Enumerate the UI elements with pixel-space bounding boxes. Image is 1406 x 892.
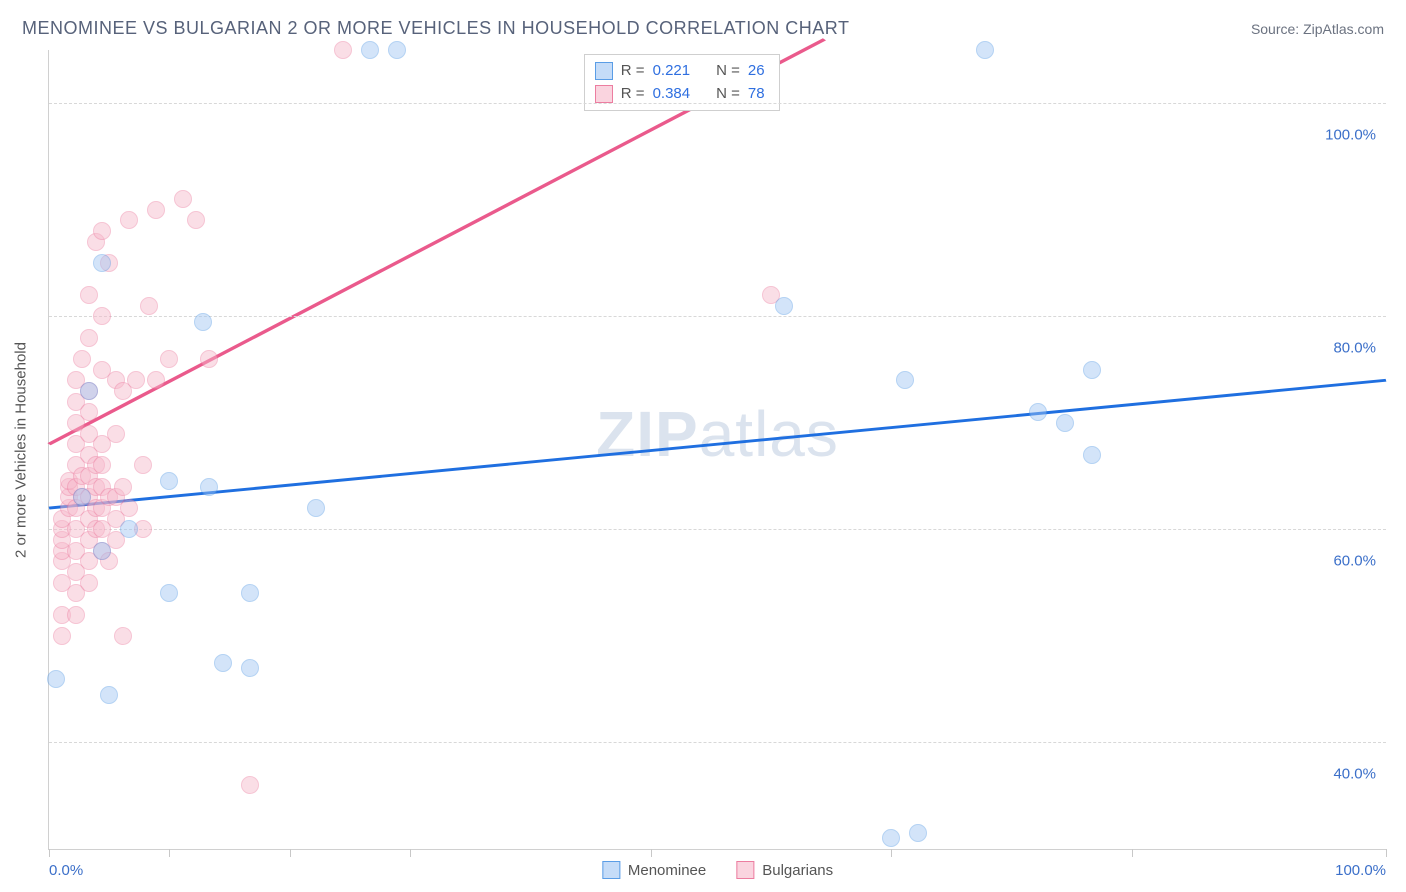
scatter-point (307, 499, 325, 517)
x-tick (1132, 849, 1133, 857)
trend-lines-layer (49, 50, 1386, 849)
watermark-text: ZIPatlas (596, 397, 839, 471)
scatter-point (120, 211, 138, 229)
scatter-point (53, 627, 71, 645)
scatter-point (909, 824, 927, 842)
scatter-point (127, 371, 145, 389)
scatter-point (1029, 403, 1047, 421)
scatter-point (1056, 414, 1074, 432)
scatter-point (80, 329, 98, 347)
scatter-point (47, 670, 65, 688)
legend-n-value: 26 (748, 60, 765, 83)
scatter-point (187, 211, 205, 229)
scatter-point (194, 313, 212, 331)
scatter-point (775, 297, 793, 315)
legend-n-value: 78 (748, 83, 765, 106)
scatter-point (241, 776, 259, 794)
x-tick (1386, 849, 1387, 857)
scatter-point (214, 654, 232, 672)
scatter-point (120, 520, 138, 538)
legend-r-value: 0.221 (653, 60, 691, 83)
scatter-point (361, 41, 379, 59)
scatter-point (80, 574, 98, 592)
chart-title: MENOMINEE VS BULGARIAN 2 OR MORE VEHICLE… (22, 18, 849, 39)
stats-legend-row: R = 0.384 N = 78 (595, 83, 765, 106)
scatter-point (1083, 446, 1101, 464)
gridline-h (49, 316, 1386, 317)
legend-n-label: N = (716, 83, 740, 106)
scatter-point (334, 41, 352, 59)
scatter-point (73, 350, 91, 368)
scatter-point (241, 659, 259, 677)
scatter-point (200, 478, 218, 496)
scatter-point (160, 472, 178, 490)
gridline-h (49, 103, 1386, 104)
y-tick-label: 40.0% (1333, 766, 1376, 783)
scatter-point (147, 371, 165, 389)
y-tick-label: 60.0% (1333, 553, 1376, 570)
y-tick-label: 80.0% (1333, 340, 1376, 357)
x-tick (49, 849, 50, 857)
scatter-point (100, 686, 118, 704)
scatter-point (107, 425, 125, 443)
x-axis-max-label: 100.0% (1335, 862, 1386, 879)
x-tick (651, 849, 652, 857)
scatter-point (93, 254, 111, 272)
x-tick (410, 849, 411, 857)
legend-n-label: N = (716, 60, 740, 83)
scatter-point (114, 478, 132, 496)
series-legend-item: Bulgarians (736, 861, 833, 879)
x-tick (290, 849, 291, 857)
series-legend-label: Bulgarians (762, 862, 833, 879)
legend-r-value: 0.384 (653, 83, 691, 106)
scatter-point (93, 542, 111, 560)
scatter-point (882, 829, 900, 847)
legend-r-label: R = (621, 83, 645, 106)
scatter-point (134, 456, 152, 474)
gridline-h (49, 529, 1386, 530)
series-legend-item: Menominee (602, 861, 706, 879)
scatter-point (120, 499, 138, 517)
scatter-point (73, 488, 91, 506)
scatter-point (160, 584, 178, 602)
scatter-plot-area: ZIPatlas 2 or more Vehicles in Household… (48, 50, 1386, 850)
scatter-point (976, 41, 994, 59)
series-legend-label: Menominee (628, 862, 706, 879)
scatter-point (1083, 361, 1101, 379)
legend-swatch (595, 62, 613, 80)
scatter-point (80, 382, 98, 400)
gridline-h (49, 742, 1386, 743)
source-attribution: Source: ZipAtlas.com (1251, 21, 1384, 37)
scatter-point (160, 350, 178, 368)
scatter-point (80, 403, 98, 421)
scatter-point (93, 307, 111, 325)
legend-r-label: R = (621, 60, 645, 83)
scatter-point (896, 371, 914, 389)
scatter-point (174, 190, 192, 208)
legend-swatch (736, 861, 754, 879)
stats-legend-row: R = 0.221 N = 26 (595, 60, 765, 83)
y-axis-label: 2 or more Vehicles in Household (13, 342, 30, 558)
scatter-point (80, 286, 98, 304)
scatter-point (200, 350, 218, 368)
x-tick (891, 849, 892, 857)
scatter-point (93, 222, 111, 240)
y-tick-label: 100.0% (1325, 127, 1376, 144)
scatter-point (241, 584, 259, 602)
series-legend: Menominee Bulgarians (602, 861, 833, 879)
x-tick (169, 849, 170, 857)
scatter-point (67, 606, 85, 624)
scatter-point (388, 41, 406, 59)
legend-swatch (602, 861, 620, 879)
scatter-point (93, 456, 111, 474)
scatter-point (114, 627, 132, 645)
scatter-point (140, 297, 158, 315)
trend-line (49, 380, 1386, 508)
legend-swatch (595, 85, 613, 103)
x-axis-min-label: 0.0% (49, 862, 83, 879)
scatter-point (147, 201, 165, 219)
